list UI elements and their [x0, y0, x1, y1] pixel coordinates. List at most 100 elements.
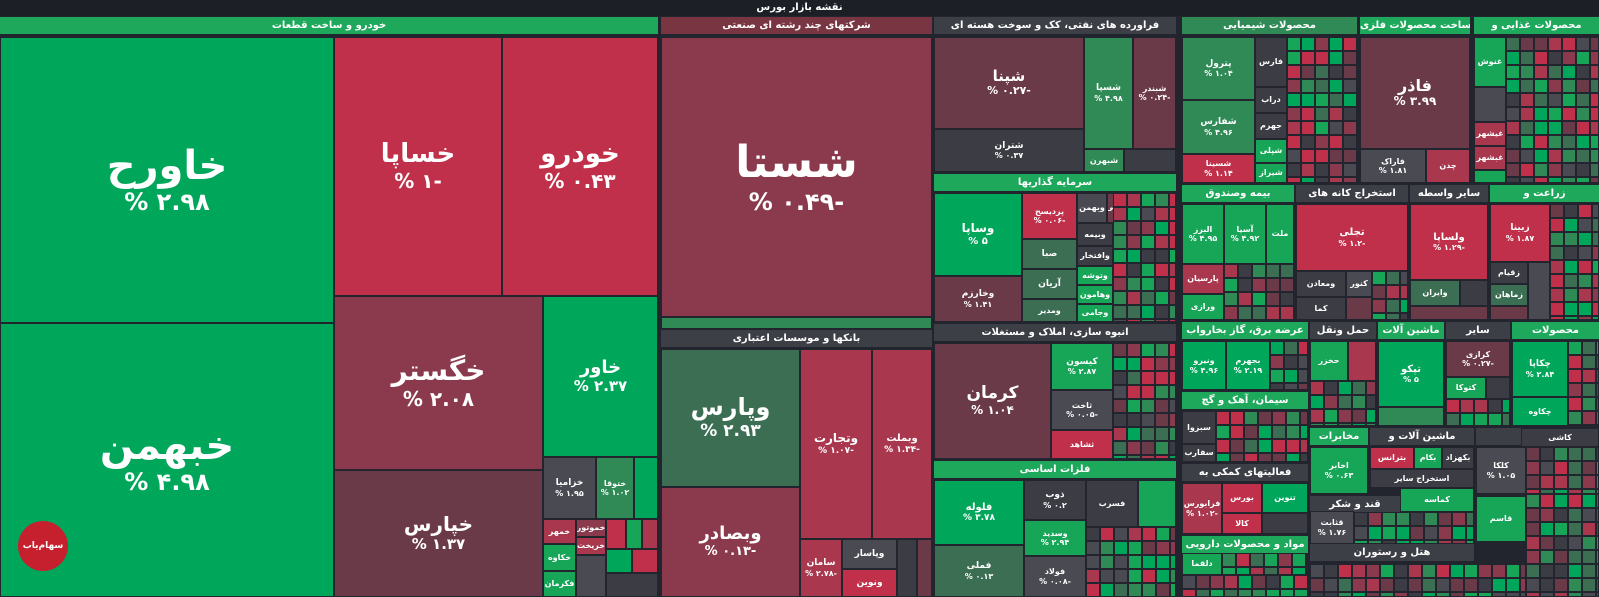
tile-small[interactable]	[1582, 397, 1596, 411]
tile-small[interactable]	[1230, 439, 1244, 453]
tile-small[interactable]	[1590, 79, 1599, 93]
tile-small[interactable]	[1578, 246, 1592, 260]
tile-alborz[interactable]: البرز % ۴.۹۵	[1182, 204, 1224, 264]
tile-small[interactable]	[1506, 592, 1520, 597]
tile-small[interactable]	[1252, 292, 1266, 306]
tile-small[interactable]	[1578, 274, 1592, 288]
tile-btranes[interactable]: بترانس	[1370, 447, 1414, 469]
tile-small[interactable]	[1582, 341, 1596, 355]
tile-small[interactable]	[1582, 592, 1596, 597]
tile-small[interactable]	[1446, 413, 1460, 426]
tile-small[interactable]	[1216, 439, 1230, 453]
tile-bkhiz[interactable]: بکهزاد	[1442, 447, 1474, 469]
tile-small[interactable]	[634, 457, 658, 519]
tile-small[interactable]	[1287, 51, 1301, 65]
tile-small[interactable]	[1114, 555, 1128, 569]
tile-small[interactable]	[1352, 592, 1366, 597]
tile-small[interactable]	[1352, 578, 1366, 592]
tile-small[interactable]	[1127, 427, 1141, 441]
tile-small[interactable]	[1474, 170, 1506, 183]
tile-small[interactable]	[1478, 564, 1492, 578]
tile-vbahman[interactable]: وبهمن	[1077, 193, 1107, 223]
tile-small[interactable]	[1526, 550, 1540, 564]
tile-small[interactable]	[1343, 149, 1357, 163]
tile-small[interactable]	[1315, 51, 1329, 65]
tile-small[interactable]	[1128, 583, 1142, 597]
tile-small[interactable]	[1141, 193, 1155, 207]
tile-small[interactable]	[1564, 288, 1578, 302]
tile-small[interactable]	[1506, 578, 1520, 592]
tile-small[interactable]	[1554, 508, 1568, 522]
tile-small[interactable]	[1460, 413, 1474, 426]
tile-small[interactable]	[1113, 235, 1127, 249]
tile-khotoga[interactable]: ختوقا % ۱.۰۲	[596, 457, 634, 519]
tile-small[interactable]	[1550, 302, 1564, 316]
tile-small[interactable]	[1562, 107, 1576, 121]
tile-small[interactable]	[1506, 149, 1520, 163]
tile-small[interactable]	[1315, 79, 1329, 93]
sector-machinery2[interactable]: ماشین آلات و	[1370, 428, 1474, 488]
tile-small[interactable]	[1366, 578, 1380, 592]
tile-small[interactable]	[1410, 540, 1424, 544]
tile-small[interactable]	[1252, 589, 1266, 597]
tile-small[interactable]	[1520, 93, 1534, 107]
tile-small[interactable]	[1400, 271, 1408, 285]
tile-small[interactable]	[1301, 51, 1315, 65]
sector-machinery[interactable]: ماشین آلات	[1378, 322, 1444, 426]
tile-small[interactable]	[1590, 65, 1599, 79]
tile-khkaveh[interactable]: خکاوه	[543, 544, 576, 571]
tile-tekno[interactable]: تپکو % ۵	[1378, 341, 1444, 407]
tile-small[interactable]	[1169, 385, 1176, 399]
tile-shbandar[interactable]: شبندر % ۰.۲۴-	[1133, 37, 1176, 149]
tile-small[interactable]	[1534, 51, 1548, 65]
tile-shepna[interactable]: شپنا % ۰.۲۷-	[934, 37, 1084, 129]
tile-small[interactable]	[1354, 512, 1368, 526]
tile-small[interactable]	[1564, 218, 1578, 232]
tile-small[interactable]	[1578, 232, 1592, 246]
tile-small[interactable]	[1294, 575, 1308, 589]
tile-khavar[interactable]: خاور % ۲.۳۷	[543, 296, 658, 457]
tile-small[interactable]	[1286, 425, 1300, 439]
tile-small[interactable]	[1554, 578, 1568, 592]
tile-small[interactable]	[1113, 319, 1127, 322]
tile-small[interactable]	[1338, 564, 1352, 578]
tile-small[interactable]	[1310, 592, 1324, 597]
tile-small[interactable]	[1554, 461, 1568, 475]
tile-small[interactable]	[1310, 381, 1324, 395]
tile-small[interactable]	[1127, 441, 1141, 455]
tile-small[interactable]	[1155, 305, 1169, 319]
tile-small[interactable]	[1582, 578, 1596, 592]
tile-small[interactable]	[1372, 271, 1386, 285]
tile-small[interactable]	[1169, 249, 1176, 263]
tile-small[interactable]	[1450, 578, 1464, 592]
tile-small[interactable]	[1520, 163, 1534, 177]
tile-vkharazm[interactable]: وخارزم % ۱.۴۱	[934, 276, 1022, 322]
tile-small[interactable]	[1244, 425, 1258, 439]
tile-small[interactable]	[1127, 455, 1141, 459]
tile-small[interactable]	[1338, 409, 1352, 423]
tile-khbahman[interactable]: خبهمن % ۴.۹۸	[0, 323, 334, 597]
tile-small[interactable]	[1590, 135, 1599, 149]
tile-small[interactable]	[1568, 522, 1582, 536]
sector-banks[interactable]: بانکها و موسسات اعتباری	[661, 330, 932, 597]
tile-small[interactable]	[1400, 299, 1408, 313]
tile-shteran[interactable]: شتران % ۰.۳۷	[934, 129, 1084, 172]
tile-small[interactable]	[1086, 555, 1100, 569]
tile-kala[interactable]: کالا	[1222, 513, 1262, 534]
tile-small[interactable]	[1394, 564, 1408, 578]
tile-small[interactable]	[1141, 207, 1155, 221]
tile-small[interactable]	[1301, 107, 1315, 121]
tile-small[interactable]	[1086, 527, 1100, 541]
tile-small[interactable]	[1492, 564, 1506, 578]
tile-small[interactable]	[1568, 494, 1582, 508]
tile-small[interactable]	[1372, 285, 1386, 299]
tile-small[interactable]	[1590, 177, 1599, 183]
tile-small[interactable]	[1301, 135, 1315, 149]
tile-small[interactable]	[1352, 423, 1366, 426]
tile-small[interactable]	[1300, 439, 1308, 453]
tile-khamhar[interactable]: خمهر	[543, 519, 576, 544]
tile-small[interactable]	[1466, 540, 1474, 544]
tile-small[interactable]	[626, 519, 642, 549]
sector-other[interactable]: سایر	[1446, 322, 1510, 426]
tile-small[interactable]	[1526, 522, 1540, 536]
